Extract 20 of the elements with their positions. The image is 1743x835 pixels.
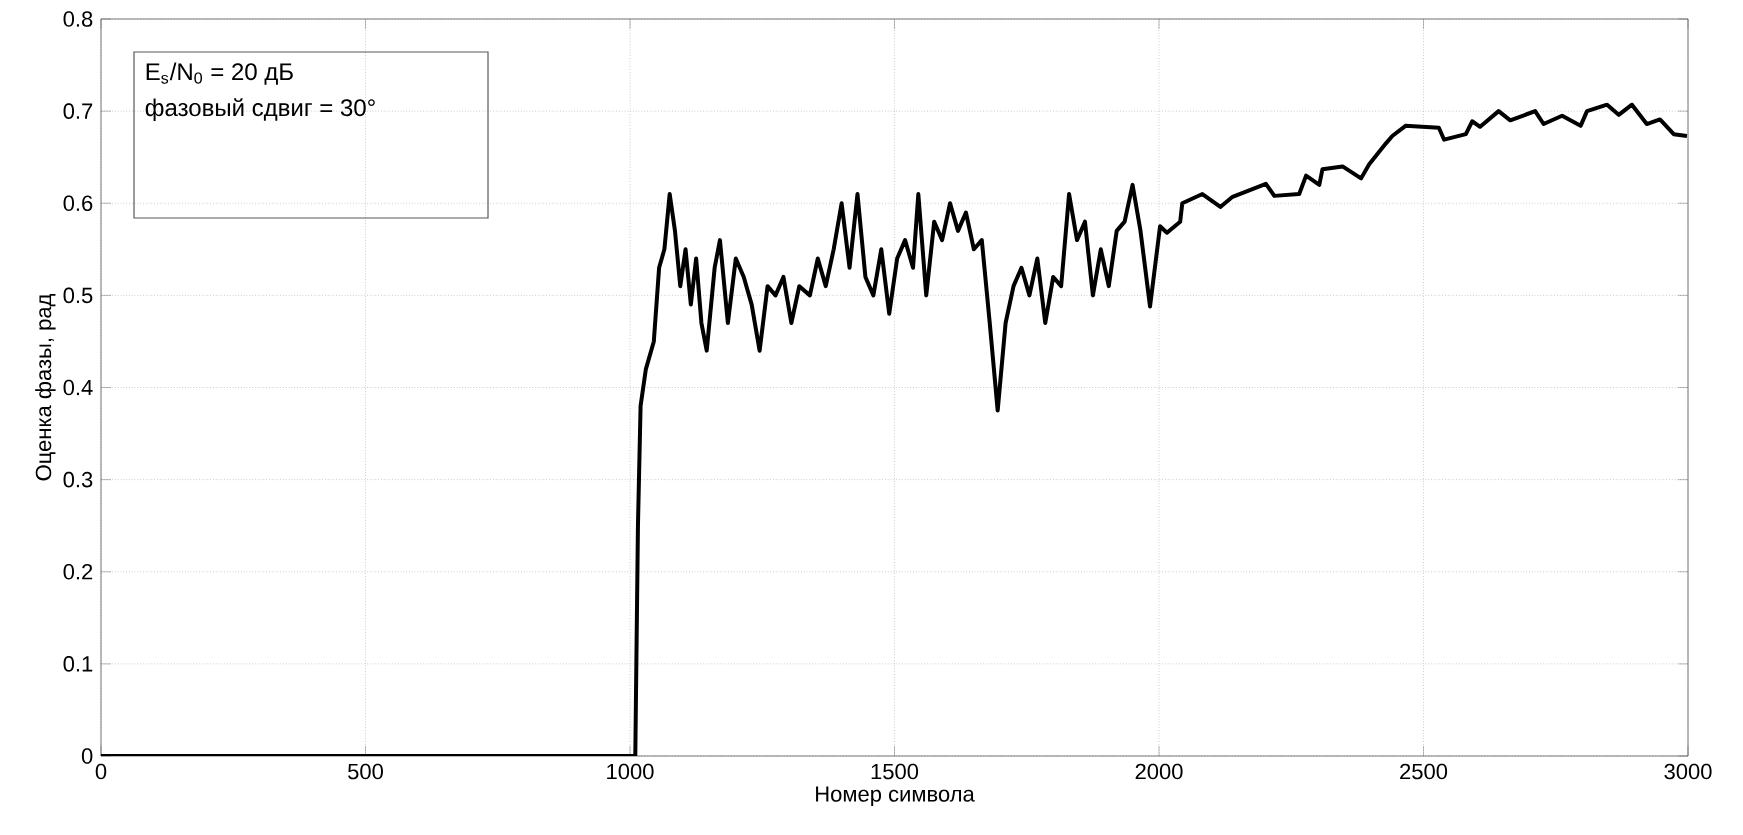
annotation: E$_{s}$/N$_{0}$ = 20 дБ bbox=[146, 62, 293, 85]
y-axis-title: Оценка фазы, рад bbox=[35, 293, 56, 481]
y-tick-label: 0.5 bbox=[63, 287, 93, 304]
y-tick-label: 0.8 bbox=[63, 11, 93, 27]
x-tick-label: 1000 bbox=[607, 763, 654, 780]
x-tick-label: 2000 bbox=[1135, 763, 1183, 780]
x-axis-title: Номер символа bbox=[816, 786, 975, 807]
x-tick-label: 0 bbox=[95, 763, 107, 780]
x-tick-label: 2500 bbox=[1400, 763, 1448, 780]
y-tick-label: 0.4 bbox=[63, 379, 93, 396]
annotation: фазовый сдвиг = 30° bbox=[145, 98, 375, 121]
y-tick-label: 0 bbox=[81, 748, 93, 764]
y-tick-label: 0.1 bbox=[63, 656, 93, 672]
x-tick-label: 500 bbox=[348, 763, 383, 780]
y-tick-label: 0.3 bbox=[63, 471, 93, 488]
x-tick-label: 1500 bbox=[871, 763, 919, 780]
y-tick-label: 0.2 bbox=[63, 563, 93, 580]
y-tick-label: 0.6 bbox=[63, 195, 93, 212]
x-tick-label: 3000 bbox=[1664, 763, 1712, 780]
y-tick-label: 0.7 bbox=[63, 103, 93, 119]
